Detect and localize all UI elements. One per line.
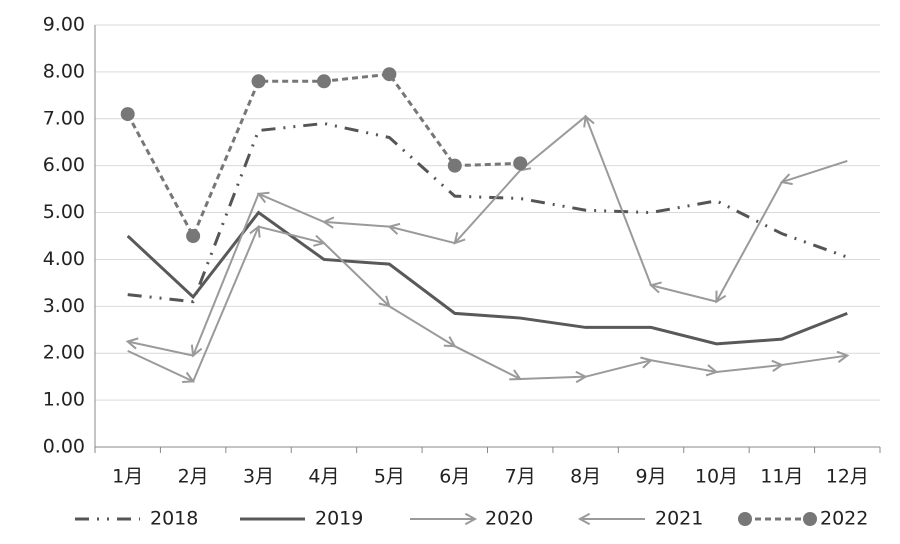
x-tick-label: 4月 [308, 466, 339, 488]
x-tick-label: 2月 [178, 466, 209, 488]
point-arrow [583, 114, 595, 128]
point-arrow [321, 216, 335, 229]
point [186, 229, 201, 243]
point-arrow [182, 371, 196, 384]
point-arrow [640, 356, 654, 369]
point-arrow [453, 232, 466, 245]
series-line [127, 225, 848, 383]
point-arrow [378, 295, 391, 308]
y-tick-label: 2.00 [43, 342, 85, 364]
y-tick-label: 1.00 [43, 389, 85, 411]
point-arrow [249, 224, 261, 238]
point [513, 156, 528, 171]
y-tick-label: 8.00 [43, 60, 85, 82]
point-arrow [771, 359, 784, 373]
point-arrow [125, 337, 139, 350]
series-line [126, 72, 521, 240]
point-arrow [190, 344, 203, 358]
y-tick-label: 9.00 [43, 14, 85, 36]
series-line [127, 114, 848, 357]
legend-label: 2020 [485, 508, 533, 530]
point-arrow [575, 370, 588, 384]
legend-label: 2021 [655, 508, 703, 530]
x-tick-label: 8月 [570, 466, 601, 488]
point-arrow [387, 222, 401, 235]
point-arrow [836, 350, 850, 363]
legend-marker [464, 512, 478, 526]
point-arrow [313, 234, 326, 247]
point [251, 74, 266, 89]
point [382, 67, 397, 82]
point-arrow [256, 191, 270, 204]
y-tick-label: 0.00 [43, 436, 85, 458]
point-arrow [443, 336, 457, 348]
x-tick-label: 3月 [243, 466, 274, 488]
legend-marker [738, 512, 752, 526]
x-tick-label: 5月 [374, 466, 405, 488]
x-tick-label: 10月 [695, 466, 738, 488]
x-tick-label: 1月 [112, 466, 143, 488]
point [316, 74, 331, 89]
legend-marker [577, 512, 591, 526]
y-tick-label: 6.00 [43, 154, 85, 176]
legend-label: 2019 [315, 508, 363, 530]
point-arrow [649, 281, 662, 294]
y-tick-label: 3.00 [43, 295, 85, 317]
point [120, 107, 135, 122]
point [447, 158, 462, 173]
series-line [126, 210, 848, 346]
point-arrow [715, 290, 727, 304]
point-arrow [779, 173, 793, 186]
x-tick-label: 12月 [826, 466, 869, 488]
y-tick-label: 7.00 [43, 107, 85, 129]
x-tick-label: 6月 [439, 466, 470, 488]
legend-label: 2022 [820, 508, 868, 530]
x-tick-label: 9月 [635, 466, 666, 488]
legend-label: 2018 [150, 508, 198, 530]
legend-marker [803, 512, 817, 526]
x-tick-label: 11月 [760, 466, 803, 488]
x-tick-label: 7月 [505, 466, 536, 488]
y-tick-label: 4.00 [43, 248, 85, 270]
series-line [127, 121, 848, 304]
y-tick-label: 5.00 [43, 201, 85, 223]
point-arrow [705, 364, 719, 377]
point-arrow [509, 369, 523, 381]
